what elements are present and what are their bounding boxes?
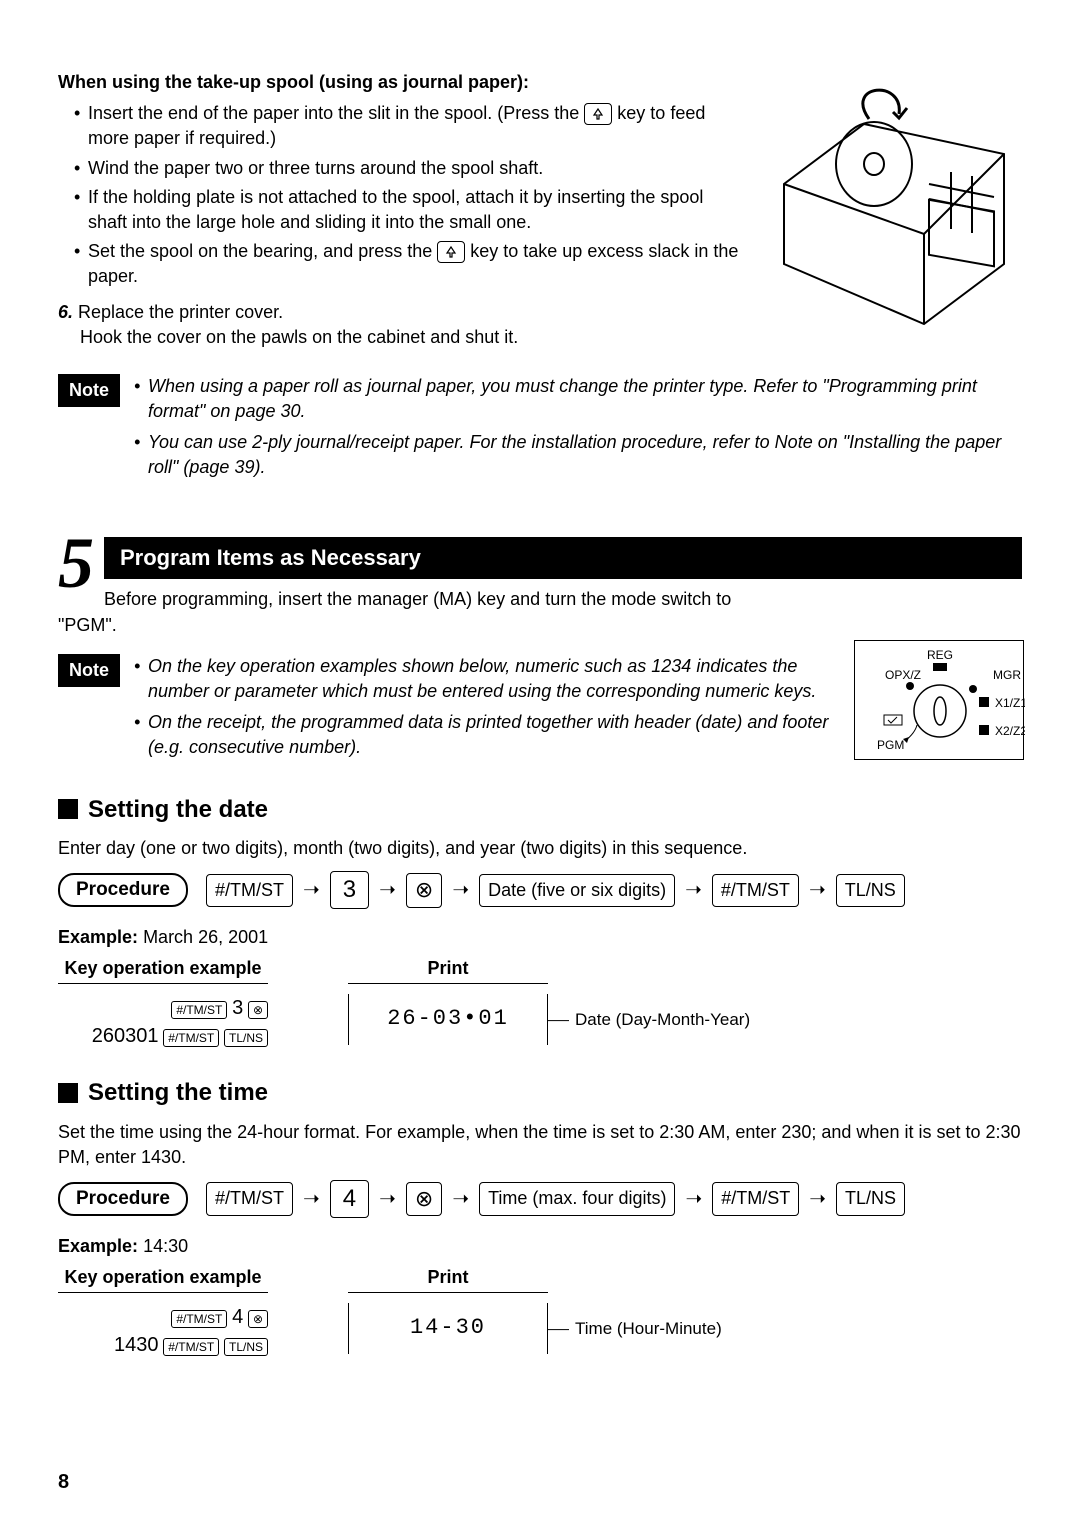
- spool-item: Set the spool on the bearing, and press …: [74, 239, 742, 289]
- time-heading: Setting the time: [58, 1076, 1022, 1110]
- note-label: Note: [58, 654, 120, 687]
- square-bullet-icon: [58, 799, 78, 819]
- step6-number: 6.: [58, 302, 73, 322]
- arrow-icon: ➝: [685, 1185, 702, 1213]
- flow-entry: Time (max. four digits): [479, 1182, 675, 1215]
- date-intro: Enter day (one or two digits), month (tw…: [58, 836, 1022, 861]
- arrow-icon: ➝: [303, 876, 320, 904]
- arrow-icon: ➝: [685, 876, 702, 904]
- flow-entry: Date (five or six digits): [479, 874, 675, 907]
- step5-title: Program Items as Necessary: [104, 537, 1022, 580]
- print-annotation: Time (Hour-Minute): [547, 1317, 722, 1341]
- print-annotation: Date (Day-Month-Year): [547, 1008, 750, 1032]
- flow-key: #/TM/ST: [712, 874, 799, 907]
- time-example: Example: 14:30 Key operation example #/T…: [58, 1234, 1022, 1359]
- step5-intro-a: Before programming, insert the manager (…: [104, 589, 731, 609]
- step6-text-b: Hook the cover on the pawls on the cabin…: [58, 325, 518, 350]
- flow-key: TL/NS: [836, 1182, 905, 1215]
- flow-key: #/TM/ST: [712, 1182, 799, 1215]
- square-bullet-icon: [58, 1083, 78, 1103]
- example-value: March 26, 2001: [143, 927, 268, 947]
- flow-key: ⊗: [406, 1182, 442, 1217]
- example-label: Example:: [58, 927, 138, 947]
- step5-number: 5: [58, 527, 94, 599]
- note1-b: You can use 2-ply journal/receipt paper.…: [134, 430, 1022, 480]
- arrow-icon: ➝: [452, 1185, 469, 1213]
- date-heading: Setting the date: [58, 793, 1022, 827]
- step6-text-a: Replace the printer cover.: [78, 302, 283, 322]
- feed-up-key: [437, 241, 465, 263]
- print-header: Print: [348, 956, 548, 984]
- flow-key: #/TM/ST: [206, 1182, 293, 1215]
- print-slip: 14-30 Time (Hour-Minute): [348, 1303, 548, 1354]
- flow-key: 3: [330, 871, 369, 909]
- note-1: Note When using a paper roll as journal …: [58, 374, 1022, 487]
- example-value: 14:30: [143, 1236, 188, 1256]
- spool-bullets: Insert the end of the paper into the sli…: [58, 101, 742, 289]
- flow-key: TL/NS: [836, 874, 905, 907]
- step5-intro-b: "PGM".: [58, 613, 1022, 638]
- spool-item: Insert the end of the paper into the sli…: [74, 101, 742, 151]
- procedure-label: Procedure: [58, 873, 188, 908]
- spool-heading: When using the take-up spool (using as j…: [58, 70, 742, 95]
- svg-text:OPX/Z: OPX/Z: [885, 668, 921, 682]
- step-5-header: 5 Program Items as Necessary Before prog…: [58, 527, 1022, 613]
- time-intro: Set the time using the 24-hour format. F…: [58, 1120, 1022, 1170]
- date-key-sequence: #/TM/ST 3 ⊗ 260301 #/TM/ST TL/NS: [58, 994, 268, 1050]
- keyop-header: Key operation example: [58, 1265, 268, 1293]
- flow-key: 4: [330, 1180, 369, 1218]
- spool-item: Wind the paper two or three turns around…: [74, 156, 742, 181]
- example-label: Example:: [58, 1236, 138, 1256]
- date-example: Example: March 26, 2001 Key operation ex…: [58, 925, 1022, 1050]
- svg-text:X1/Z1: X1/Z1: [995, 696, 1025, 710]
- mode-switch-diagram: REG OPX/Z MGR X1/Z1 X2/Z2 PGM: [854, 640, 1024, 760]
- arrow-icon: ➝: [379, 1185, 396, 1213]
- spool-item: If the holding plate is not attached to …: [74, 185, 742, 235]
- print-slip: 26-03•01 Date (Day-Month-Year): [348, 994, 548, 1045]
- note1-a: When using a paper roll as journal paper…: [134, 374, 1022, 424]
- page-number: 8: [58, 1468, 69, 1496]
- keyop-header: Key operation example: [58, 956, 268, 984]
- procedure-label: Procedure: [58, 1182, 188, 1217]
- time-key-sequence: #/TM/ST 4 ⊗ 1430 #/TM/ST TL/NS: [58, 1303, 268, 1359]
- svg-text:MGR: MGR: [993, 668, 1021, 682]
- flow-key: ⊗: [406, 873, 442, 908]
- arrow-icon: ➝: [809, 1185, 826, 1213]
- time-procedure-flow: Procedure #/TM/ST ➝ 4 ➝ ⊗ ➝ Time (max. f…: [58, 1180, 1022, 1218]
- feed-up-key: [584, 103, 612, 125]
- arrow-icon: ➝: [303, 1185, 320, 1213]
- flow-key: #/TM/ST: [206, 874, 293, 907]
- note-label: Note: [58, 374, 120, 407]
- arrow-icon: ➝: [809, 876, 826, 904]
- arrow-icon: ➝: [452, 876, 469, 904]
- svg-text:PGM: PGM: [877, 738, 904, 752]
- note2-a: On the key operation examples shown belo…: [134, 654, 832, 704]
- note2-b: On the receipt, the programmed data is p…: [134, 710, 832, 760]
- svg-text:REG: REG: [927, 648, 953, 662]
- arrow-icon: ➝: [379, 876, 396, 904]
- svg-text:X2/Z2: X2/Z2: [995, 724, 1025, 738]
- printer-illustration: [754, 64, 1024, 344]
- print-header: Print: [348, 1265, 548, 1293]
- date-procedure-flow: Procedure #/TM/ST ➝ 3 ➝ ⊗ ➝ Date (five o…: [58, 871, 1022, 909]
